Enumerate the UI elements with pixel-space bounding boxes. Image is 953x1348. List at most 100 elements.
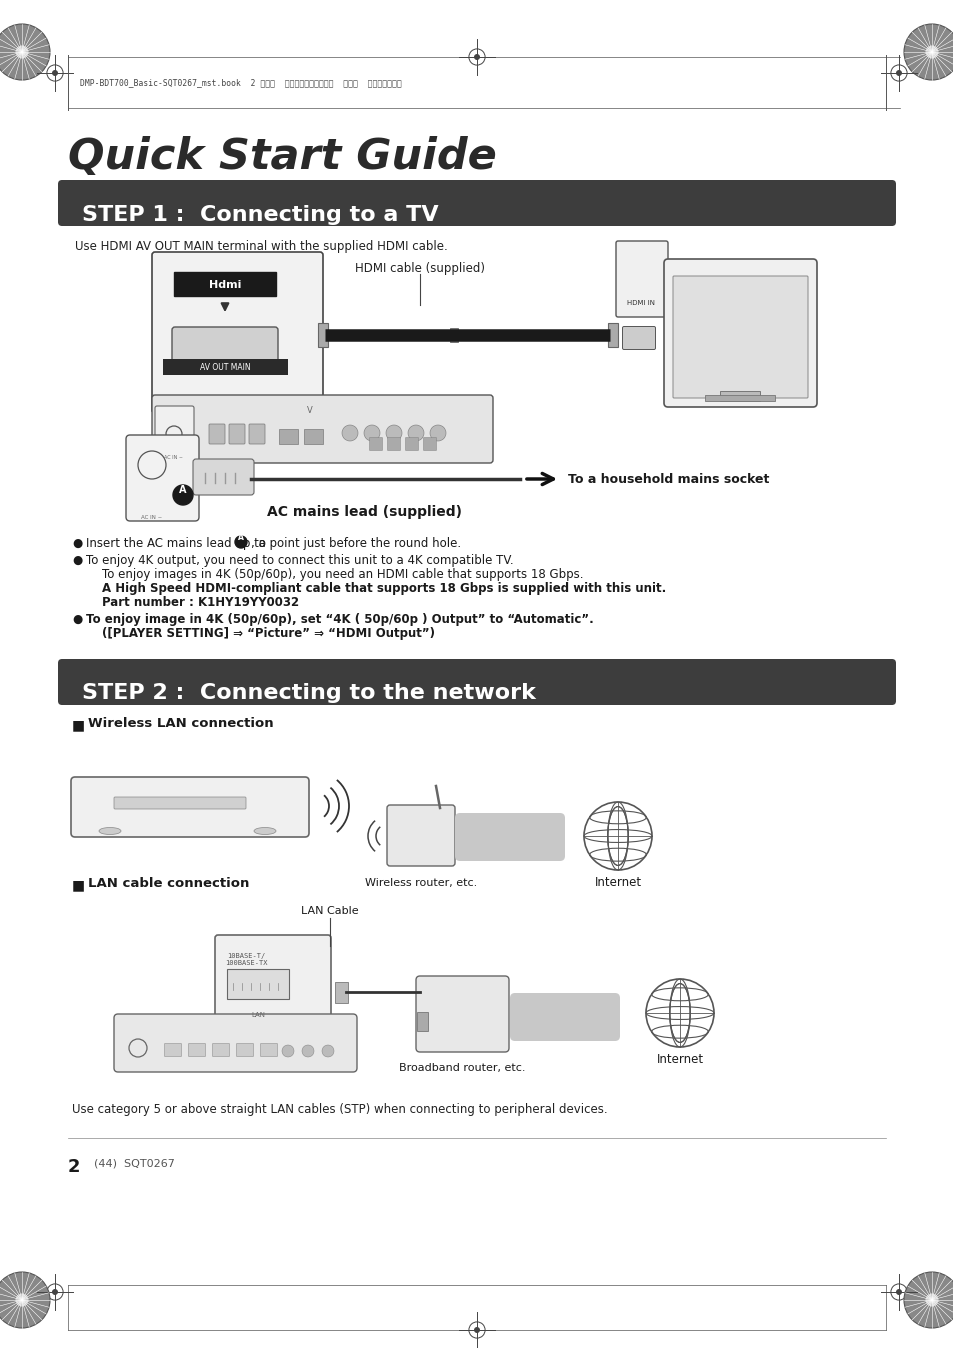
Text: Use category 5 or above straight LAN cables (STP) when connecting to peripheral : Use category 5 or above straight LAN cab… — [71, 1103, 607, 1116]
Circle shape — [172, 485, 193, 506]
FancyBboxPatch shape — [164, 1043, 181, 1057]
Text: AC IN ~: AC IN ~ — [141, 515, 162, 520]
Text: ●: ● — [71, 554, 82, 568]
FancyBboxPatch shape — [227, 969, 289, 999]
FancyBboxPatch shape — [214, 936, 331, 1026]
Text: A High Speed HDMI-compliant cable that supports 18 Gbps is supplied with this un: A High Speed HDMI-compliant cable that s… — [102, 582, 665, 594]
Text: Wireless router, etc.: Wireless router, etc. — [364, 878, 476, 888]
FancyBboxPatch shape — [58, 181, 895, 226]
Text: To enjoy images in 4K (50p/60p), you need an HDMI cable that supports 18 Gbps.: To enjoy images in 4K (50p/60p), you nee… — [102, 568, 583, 581]
Ellipse shape — [99, 828, 121, 834]
FancyBboxPatch shape — [71, 776, 309, 837]
FancyBboxPatch shape — [279, 429, 298, 443]
Circle shape — [234, 537, 247, 549]
Text: AV OUT MAIN: AV OUT MAIN — [199, 364, 250, 372]
Circle shape — [895, 1289, 901, 1295]
Circle shape — [322, 1045, 334, 1057]
FancyBboxPatch shape — [720, 391, 760, 400]
Circle shape — [430, 425, 446, 441]
Text: HDMI cable (supplied): HDMI cable (supplied) — [355, 262, 484, 275]
Circle shape — [903, 24, 953, 80]
Text: Quick Start Guide: Quick Start Guide — [68, 136, 497, 178]
Text: Broadband router, etc.: Broadband router, etc. — [398, 1064, 525, 1073]
Text: Internet: Internet — [656, 1053, 702, 1066]
FancyBboxPatch shape — [663, 259, 816, 407]
Text: STEP 1 :  Connecting to a TV: STEP 1 : Connecting to a TV — [82, 205, 438, 225]
Text: A: A — [179, 485, 187, 495]
FancyBboxPatch shape — [317, 324, 328, 346]
FancyBboxPatch shape — [622, 326, 655, 349]
Text: V: V — [307, 406, 313, 415]
FancyBboxPatch shape — [417, 1011, 428, 1030]
FancyBboxPatch shape — [335, 981, 348, 1003]
Text: Insert the AC mains lead up to: Insert the AC mains lead up to — [86, 537, 270, 550]
FancyBboxPatch shape — [405, 438, 418, 450]
Circle shape — [302, 1045, 314, 1057]
Circle shape — [15, 1293, 29, 1308]
Circle shape — [52, 70, 58, 75]
FancyBboxPatch shape — [154, 406, 193, 456]
Text: To enjoy image in 4K (50p/60p), set “4K ( 50p/60p ) Output” to “Automatic”.: To enjoy image in 4K (50p/60p), set “4K … — [86, 613, 593, 625]
Text: To enjoy 4K output, you need to connect this unit to a 4K compatible TV.: To enjoy 4K output, you need to connect … — [86, 554, 513, 568]
Text: ■: ■ — [71, 878, 85, 892]
FancyBboxPatch shape — [416, 976, 509, 1051]
Text: HDMI IN: HDMI IN — [626, 301, 655, 306]
Text: A: A — [238, 534, 244, 542]
Text: LAN cable connection: LAN cable connection — [88, 878, 249, 890]
FancyBboxPatch shape — [236, 1043, 253, 1057]
Text: LAN: LAN — [251, 1012, 265, 1018]
FancyBboxPatch shape — [510, 993, 619, 1041]
Text: LAN Cable: LAN Cable — [301, 906, 358, 917]
FancyBboxPatch shape — [304, 429, 323, 443]
Circle shape — [474, 54, 479, 61]
Text: ●: ● — [71, 613, 82, 625]
Text: Use HDMI AV OUT MAIN terminal with the supplied HDMI cable.: Use HDMI AV OUT MAIN terminal with the s… — [75, 240, 447, 253]
Circle shape — [282, 1045, 294, 1057]
FancyBboxPatch shape — [369, 438, 382, 450]
Text: Hdmi: Hdmi — [209, 280, 241, 290]
Circle shape — [0, 1273, 50, 1328]
Circle shape — [924, 44, 938, 59]
Text: Wireless LAN connection: Wireless LAN connection — [88, 717, 274, 731]
FancyBboxPatch shape — [387, 438, 400, 450]
Circle shape — [903, 1273, 953, 1328]
FancyBboxPatch shape — [229, 425, 245, 443]
Ellipse shape — [253, 828, 275, 834]
Text: ■: ■ — [71, 718, 85, 732]
Text: STEP 2 :  Connecting to the network: STEP 2 : Connecting to the network — [82, 683, 536, 704]
Circle shape — [52, 1289, 58, 1295]
Text: , a point just before the round hole.: , a point just before the round hole. — [251, 537, 460, 550]
FancyBboxPatch shape — [113, 1014, 356, 1072]
Circle shape — [341, 425, 357, 441]
Circle shape — [364, 425, 379, 441]
FancyBboxPatch shape — [607, 324, 618, 346]
Text: ([PLAYER SETTING] ⇒ “Picture” ⇒ “HDMI Output”): ([PLAYER SETTING] ⇒ “Picture” ⇒ “HDMI Ou… — [102, 627, 435, 640]
FancyBboxPatch shape — [152, 252, 323, 412]
FancyBboxPatch shape — [113, 797, 246, 809]
FancyBboxPatch shape — [260, 1043, 277, 1057]
Text: 2: 2 — [68, 1158, 80, 1175]
FancyBboxPatch shape — [173, 272, 275, 297]
Text: DMP-BDT700_Basic-SQT0267_mst.book  2 ページ  ２０１４年５月１３日  火曜日  午後４時５０分: DMP-BDT700_Basic-SQT0267_mst.book 2 ページ … — [80, 78, 401, 88]
Circle shape — [386, 425, 401, 441]
FancyBboxPatch shape — [450, 328, 457, 342]
FancyBboxPatch shape — [387, 805, 455, 865]
FancyBboxPatch shape — [209, 425, 225, 443]
FancyBboxPatch shape — [172, 328, 277, 363]
Text: AC IN ~: AC IN ~ — [164, 456, 183, 460]
Text: AC mains lead (supplied): AC mains lead (supplied) — [267, 506, 462, 519]
Circle shape — [895, 70, 901, 75]
FancyBboxPatch shape — [126, 435, 199, 520]
Circle shape — [408, 425, 423, 441]
FancyBboxPatch shape — [193, 460, 253, 495]
Text: To a household mains socket: To a household mains socket — [567, 473, 768, 487]
Text: Part number : K1HY19YY0032: Part number : K1HY19YY0032 — [102, 596, 299, 609]
Circle shape — [924, 1293, 938, 1308]
FancyBboxPatch shape — [213, 1043, 230, 1057]
Circle shape — [15, 44, 29, 59]
FancyBboxPatch shape — [423, 438, 436, 450]
FancyBboxPatch shape — [189, 1043, 205, 1057]
FancyBboxPatch shape — [704, 395, 774, 400]
Text: (44)  SQT0267: (44) SQT0267 — [94, 1158, 174, 1167]
Circle shape — [0, 24, 50, 80]
